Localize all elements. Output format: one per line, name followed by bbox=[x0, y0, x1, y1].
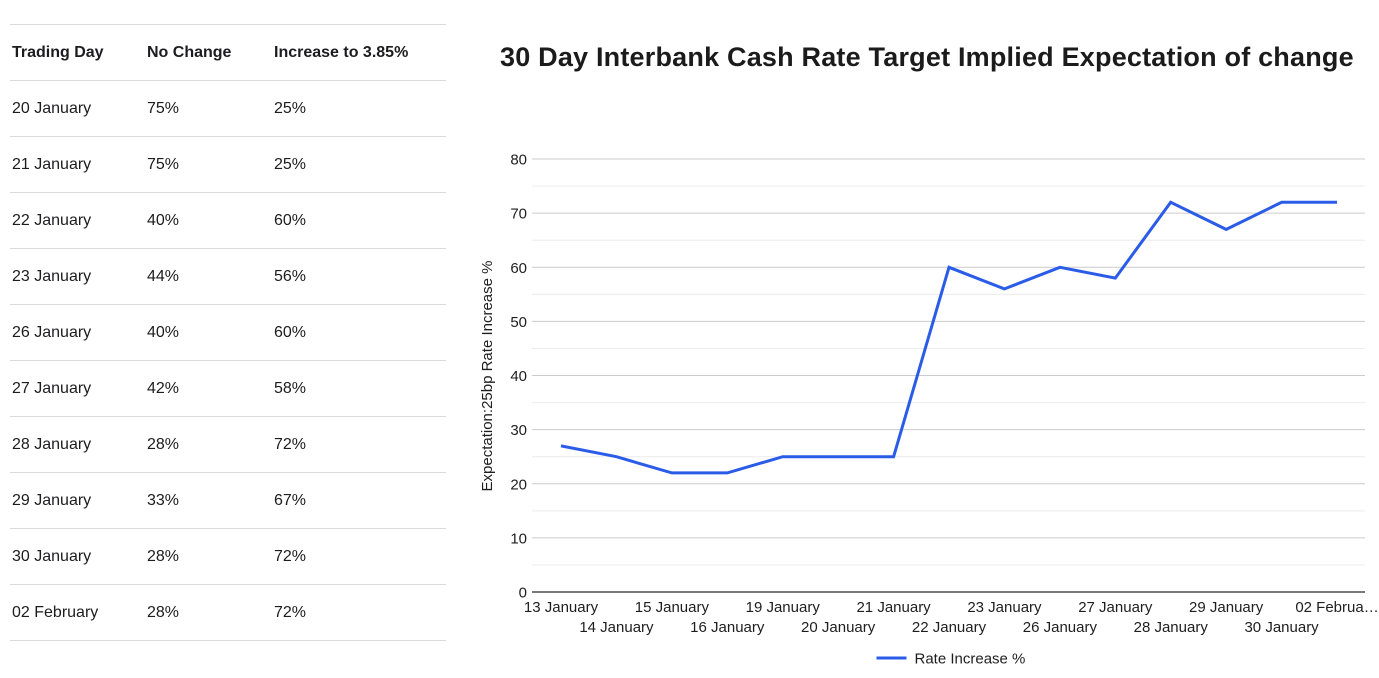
table-cell: 72% bbox=[272, 528, 446, 585]
x-tick-label: 19 January bbox=[746, 599, 821, 616]
table-cell: 23 January bbox=[10, 248, 145, 305]
table-row: 26 January 40% 60% bbox=[10, 304, 446, 361]
table-cell: 26 January bbox=[10, 304, 145, 361]
table-cell: 72% bbox=[272, 416, 446, 473]
table-cell: 21 January bbox=[10, 136, 145, 193]
table-cell: 28% bbox=[145, 584, 272, 641]
table-cell: 40% bbox=[145, 192, 272, 249]
x-tick-label: 15 January bbox=[635, 599, 710, 616]
x-tick-label: 22 January bbox=[912, 619, 987, 636]
table-row: 30 January 28% 72% bbox=[10, 528, 446, 585]
x-tick-label: 16 January bbox=[690, 619, 765, 636]
table-cell: 25% bbox=[272, 80, 446, 137]
legend-label: Rate Increase % bbox=[915, 651, 1026, 668]
column-header: Increase to 3.85% bbox=[272, 24, 446, 81]
table-row: 21 January 75% 25% bbox=[10, 136, 446, 193]
column-header: Trading Day bbox=[10, 24, 145, 81]
y-tick-label: 70 bbox=[510, 206, 527, 223]
table-cell: 29 January bbox=[10, 472, 145, 529]
x-tick-label: 30 January bbox=[1244, 619, 1319, 636]
table-header-row: Trading Day No Change Increase to 3.85% bbox=[10, 24, 446, 81]
table-row: 29 January 33% 67% bbox=[10, 472, 446, 529]
table-cell: 20 January bbox=[10, 80, 145, 137]
table-cell: 75% bbox=[145, 80, 272, 137]
x-tick-label: 23 January bbox=[967, 599, 1042, 616]
x-tick-label: 14 January bbox=[579, 619, 654, 636]
table-row: 02 February 28% 72% bbox=[10, 584, 446, 641]
table-cell: 25% bbox=[272, 136, 446, 193]
y-axis-title: Expectation:25bp Rate Increase % bbox=[480, 261, 496, 492]
y-tick-label: 0 bbox=[519, 585, 527, 602]
table-cell: 02 February bbox=[10, 584, 145, 641]
table-cell: 28% bbox=[145, 416, 272, 473]
probability-table-panel: Trading Day No Change Increase to 3.85% 20… bbox=[10, 24, 446, 641]
table-row: 23 January 44% 56% bbox=[10, 248, 446, 305]
chart-title: 30 Day Interbank Cash Rate Target Implie… bbox=[500, 42, 1354, 72]
line-chart: 0 10 20 30 40 50 60 70 80 13 January 14 January 15 … bbox=[480, 152, 1379, 668]
y-tick-label: 60 bbox=[510, 260, 527, 277]
y-tick-label: 50 bbox=[510, 314, 527, 331]
table-body: 20 January 75% 25% 21 January 75% 25% 22 Janua… bbox=[10, 80, 446, 641]
y-tick-label: 30 bbox=[510, 422, 527, 439]
table-cell: 33% bbox=[145, 472, 272, 529]
table-cell: 28 January bbox=[10, 416, 145, 473]
x-tick-label: 13 January bbox=[524, 599, 599, 616]
table-cell: 60% bbox=[272, 304, 446, 361]
table-row: 20 January 75% 25% bbox=[10, 80, 446, 137]
y-tick-label: 20 bbox=[510, 476, 527, 493]
table-cell: 22 January bbox=[10, 192, 145, 249]
table-row: 22 January 40% 60% bbox=[10, 192, 446, 249]
y-tick-label: 40 bbox=[510, 368, 527, 385]
x-tick-label: 27 January bbox=[1078, 599, 1153, 616]
table-cell: 42% bbox=[145, 360, 272, 417]
table-cell: 27 January bbox=[10, 360, 145, 417]
table-cell: 28% bbox=[145, 528, 272, 585]
table-cell: 30 January bbox=[10, 528, 145, 585]
x-tick-label: 21 January bbox=[856, 599, 931, 616]
x-tick-label: 20 January bbox=[801, 619, 876, 636]
x-tick-label: 02 Februa… bbox=[1295, 599, 1378, 616]
probability-table: Trading Day No Change Increase to 3.85% 20… bbox=[10, 24, 446, 641]
table-cell: 60% bbox=[272, 192, 446, 249]
table-cell: 58% bbox=[272, 360, 446, 417]
table-cell: 44% bbox=[145, 248, 272, 305]
column-header: No Change bbox=[145, 24, 272, 81]
table-cell: 72% bbox=[272, 584, 446, 641]
table-row: 28 January 28% 72% bbox=[10, 416, 446, 473]
y-tick-label: 80 bbox=[510, 152, 527, 169]
rate-increase-line bbox=[560, 200, 1337, 475]
table-cell: 75% bbox=[145, 136, 272, 193]
x-tick-label: 29 January bbox=[1189, 599, 1264, 616]
table-cell: 40% bbox=[145, 304, 272, 361]
y-tick-label: 10 bbox=[510, 530, 527, 547]
table-cell: 67% bbox=[272, 472, 446, 529]
table-row: 27 January 42% 58% bbox=[10, 360, 446, 417]
x-tick-label: 26 January bbox=[1023, 619, 1098, 636]
x-tick-label: 28 January bbox=[1134, 619, 1209, 636]
table-cell: 56% bbox=[272, 248, 446, 305]
